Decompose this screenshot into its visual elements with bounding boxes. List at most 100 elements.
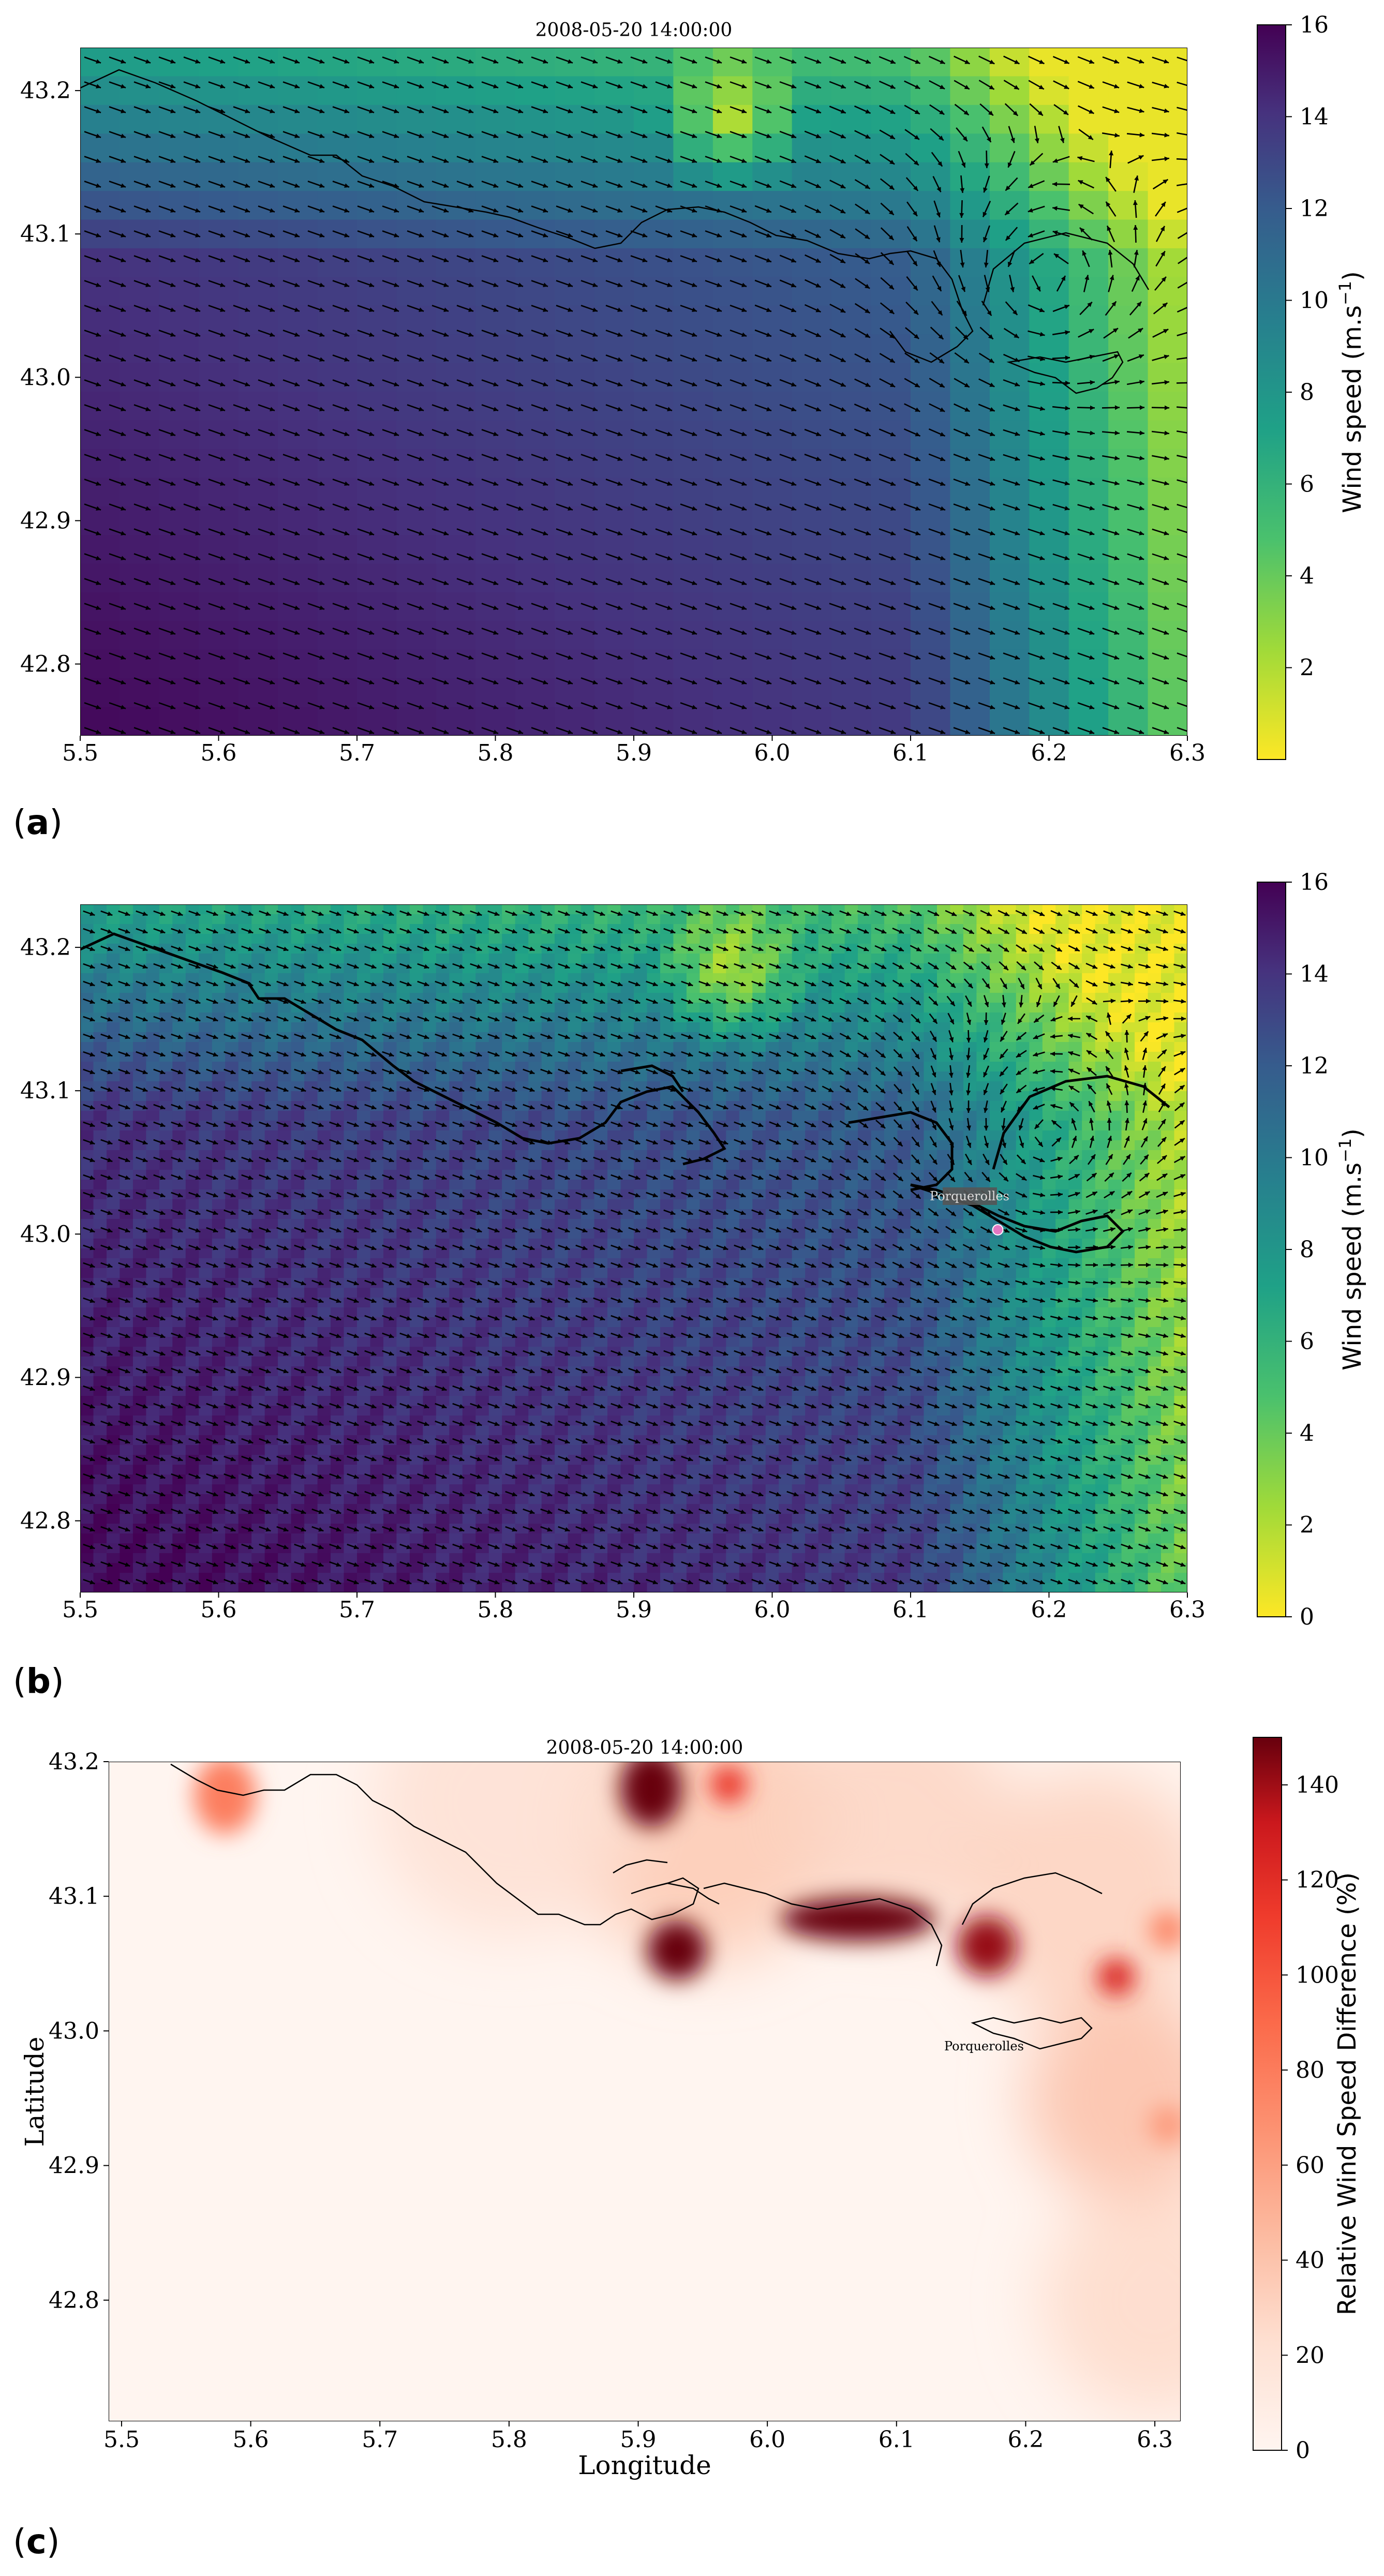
wind-cell — [792, 363, 832, 392]
wind-vector-head — [741, 208, 747, 213]
wind-vector-head — [369, 109, 374, 113]
wind-cell — [291, 1445, 305, 1455]
wind-cell — [93, 1042, 107, 1052]
wind-cell — [383, 1248, 397, 1259]
wind-cell — [304, 1425, 318, 1436]
wind-cell — [989, 48, 1030, 77]
wind-vector-head — [791, 729, 796, 734]
wind-vector-head — [1089, 680, 1094, 684]
wind-cell — [950, 449, 990, 478]
wind-cell — [304, 1347, 318, 1357]
wind-cell — [792, 449, 832, 478]
wind-cell — [331, 1553, 345, 1564]
wind-cell — [199, 1258, 213, 1269]
wind-vector-head — [1139, 580, 1144, 585]
wind-vector-head — [1038, 85, 1044, 90]
wind-vector-head — [1015, 630, 1020, 635]
wind-cell — [251, 1357, 265, 1367]
wind-vector-head — [1064, 655, 1070, 660]
wind-vector-head — [667, 481, 672, 486]
wind-cell — [1108, 219, 1149, 249]
wind-vector-head — [815, 209, 821, 213]
wind-vector-head — [667, 506, 672, 511]
wind-cell — [146, 1327, 160, 1337]
wind-vector-head — [866, 556, 871, 560]
wind-cell — [331, 1307, 345, 1318]
wind-cell — [146, 1337, 160, 1347]
wind-cell — [251, 1012, 265, 1023]
wind-vector-head — [766, 556, 771, 560]
wind-cell — [370, 1514, 384, 1524]
wind-cell — [80, 1268, 94, 1278]
panel-a: 2008-05-20 14:00:00 5.5 5.6 5.7 5.8 5.9 6.0 6.… — [13, 12, 1367, 842]
wind-cell — [120, 1337, 133, 1347]
wind-cell — [93, 983, 107, 993]
wind-vector-head — [344, 556, 349, 560]
wind-cell — [212, 1150, 226, 1160]
wind-cell — [370, 1465, 384, 1475]
wind-cell — [132, 993, 147, 1003]
wind-cell — [634, 133, 674, 163]
wind-vector-head — [270, 382, 275, 386]
wind-cell — [212, 1032, 226, 1043]
wind-cell — [93, 1209, 107, 1219]
wind-cell — [911, 392, 951, 421]
wind-vector-head — [195, 183, 200, 188]
wind-vector-head — [96, 456, 101, 461]
wind-cell — [278, 1248, 292, 1259]
wind-cell — [317, 1219, 331, 1229]
wind-cell — [107, 1484, 121, 1495]
wind-vector-head — [791, 133, 796, 138]
wind-vector-head — [1160, 226, 1165, 231]
wind-vector-head — [1005, 185, 1010, 191]
wind-cell — [370, 1150, 384, 1160]
wind-vector-head — [717, 332, 722, 337]
wind-vector-head — [1189, 406, 1194, 410]
wind-vector-head — [294, 531, 300, 535]
wind-vector-head — [1139, 108, 1144, 113]
wind-cell — [950, 592, 990, 622]
wind-cell — [159, 535, 200, 564]
wind-vector-head — [493, 233, 498, 237]
wind-cell — [80, 1199, 94, 1210]
wind-vector-head — [245, 59, 250, 64]
wind-vector-head — [1090, 456, 1095, 460]
wind-vector-head — [195, 580, 200, 585]
wind-vector — [1177, 406, 1187, 409]
wind-cell — [304, 1327, 318, 1337]
wind-vector-head — [1189, 181, 1194, 186]
wind-vector-head — [692, 580, 697, 585]
wind-cell — [383, 1091, 397, 1101]
wind-cell — [911, 621, 951, 650]
wind-cell — [238, 1445, 252, 1455]
wind-cell — [212, 1022, 226, 1033]
wind-vector-head — [245, 158, 250, 163]
wind-cell — [634, 506, 674, 535]
wind-cell — [225, 1396, 239, 1406]
wind-vector-head — [692, 630, 697, 635]
wind-vector-head — [890, 456, 896, 461]
wind-cell — [317, 954, 331, 964]
wind-vector-head — [766, 655, 771, 660]
wind-cell — [344, 1288, 358, 1298]
wind-vector-head — [964, 85, 970, 90]
wind-cell — [107, 1199, 121, 1210]
wind-vector-head — [96, 630, 101, 635]
wind-cell — [80, 993, 94, 1003]
wind-vector-head — [766, 84, 771, 88]
wind-vector — [1177, 107, 1187, 111]
wind-vector-head — [1039, 729, 1045, 734]
wind-vector-head — [791, 307, 796, 312]
wind-vector-head — [1065, 380, 1070, 385]
wind-cell — [199, 1032, 213, 1043]
wind-vector-head — [1065, 330, 1070, 335]
wind-cell — [555, 219, 595, 249]
wind-cell — [1068, 219, 1109, 249]
wind-cell — [291, 1455, 305, 1465]
wind-cell — [792, 334, 832, 364]
wind-cell — [264, 1042, 278, 1052]
wind-cell — [278, 592, 318, 622]
wind-vector-head — [866, 580, 871, 585]
wind-vector-head — [913, 309, 918, 315]
wind-vector-head — [270, 431, 275, 436]
